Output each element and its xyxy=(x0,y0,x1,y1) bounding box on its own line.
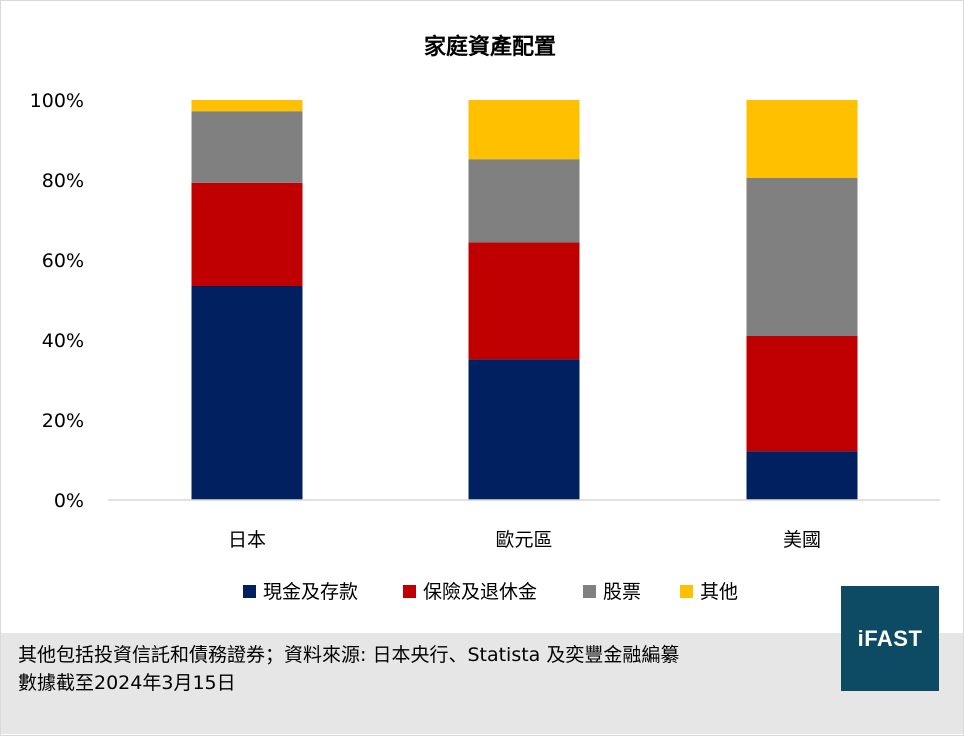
bar-segment xyxy=(746,100,858,178)
x-tick-label: 歐元區 xyxy=(495,529,552,551)
y-tick-label: 100% xyxy=(30,90,84,112)
source-note: 其他包括投資信託和債務證券；資料來源: 日本央行、Statista 及奕豐金融編… xyxy=(18,644,680,666)
y-tick-label: 80% xyxy=(42,170,84,192)
legend-label: 其他 xyxy=(700,581,738,603)
chart-title: 家庭資產配置 xyxy=(424,34,556,60)
y-tick-label: 40% xyxy=(42,330,84,352)
x-tick-label: 日本 xyxy=(228,529,266,551)
bar-segment xyxy=(191,182,303,286)
legend-label: 保險及退休金 xyxy=(423,581,537,603)
bars-group xyxy=(191,100,858,500)
bar-segment xyxy=(191,100,303,112)
y-tick-label: 60% xyxy=(42,250,84,272)
legend-swatch xyxy=(583,585,596,598)
bar-segment xyxy=(468,242,580,360)
y-axis: 0% 20% 40% 60% 80% 100% xyxy=(30,90,84,512)
legend: 現金及存款 保險及退休金 股票 其他 xyxy=(243,581,738,603)
bar-segment xyxy=(468,159,580,243)
legend-swatch xyxy=(403,585,416,598)
ifast-logo: iFAST xyxy=(841,586,939,691)
bar-segment xyxy=(191,111,303,183)
bar-segment xyxy=(746,451,858,500)
legend-swatch xyxy=(243,585,256,598)
bar-segment xyxy=(746,336,858,452)
y-tick-label: 0% xyxy=(54,490,84,512)
bar-segment xyxy=(746,178,858,336)
bar-segment xyxy=(468,100,580,160)
date-note: 數據截至2024年3月15日 xyxy=(18,672,236,694)
y-tick-label: 20% xyxy=(42,410,84,432)
legend-label: 股票 xyxy=(603,581,641,603)
logo-text: iFAST xyxy=(857,625,923,651)
x-axis: 日本 歐元區 美國 xyxy=(228,529,821,551)
legend-label: 現金及存款 xyxy=(263,581,358,603)
footer-note-panel: 其他包括投資信託和債務證券；資料來源: 日本央行、Statista 及奕豐金融編… xyxy=(1,633,963,734)
bar-segment xyxy=(191,286,303,500)
legend-swatch xyxy=(680,585,693,598)
bar-segment xyxy=(468,359,580,500)
x-tick-label: 美國 xyxy=(783,529,821,551)
